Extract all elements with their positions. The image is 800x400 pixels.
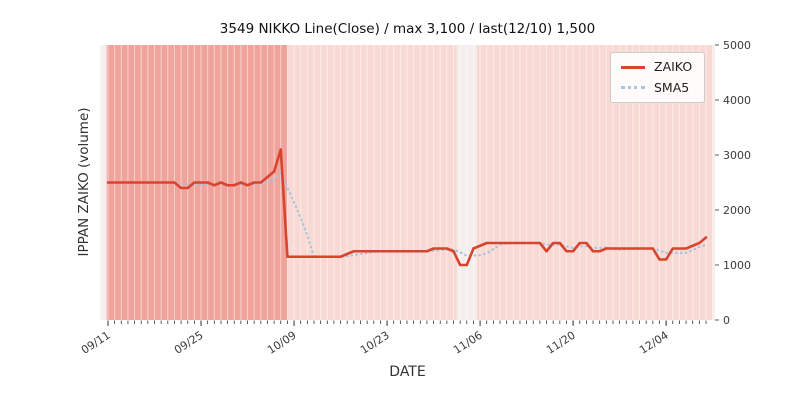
y-tick-label: 4000 <box>723 94 751 107</box>
x-tick-label: 09/25 <box>172 329 206 357</box>
y-axis-label: IPPAN ZAIKO (volume) <box>76 107 92 257</box>
zaiko-line <box>106 148 708 267</box>
y-tick-label: 3000 <box>723 149 751 162</box>
legend: ZAIKO SMA5 <box>610 52 706 103</box>
x-tick-label: 10/09 <box>265 329 299 357</box>
y-tick-label: 5000 <box>723 39 751 52</box>
legend-item-sma5: SMA5 <box>621 79 692 95</box>
x-tick-label: 10/23 <box>358 329 392 357</box>
x-axis-label: DATE <box>389 364 426 380</box>
legend-item-zaiko: ZAIKO <box>621 59 693 74</box>
y-tick-label: 2000 <box>723 204 751 217</box>
x-tick-label: 09/11 <box>79 329 113 357</box>
sma5-line-sample-icon <box>621 86 645 90</box>
period-span <box>287 45 457 320</box>
legend-label-zaiko: ZAIKO <box>654 59 693 74</box>
y-tick-label: 0 <box>723 314 730 327</box>
zaiko-line-sample-icon <box>621 65 645 69</box>
chart-title: 3549 NIKKO Line(Close) / max 3,100 / las… <box>219 21 596 37</box>
x-tick-label: 12/04 <box>637 329 671 357</box>
y-tick-label: 1000 <box>723 259 751 272</box>
legend-label-sma5: SMA5 <box>654 79 690 95</box>
x-tick-label: 11/20 <box>544 329 578 357</box>
x-tick-label: 11/06 <box>451 329 485 357</box>
